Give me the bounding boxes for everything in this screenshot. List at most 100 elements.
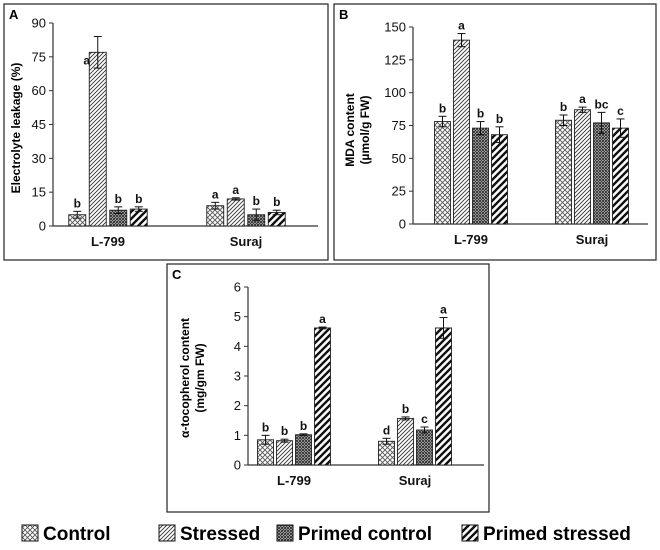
panel-b-y-ticks: 0 25 50 75 100 125 150 (384, 20, 413, 232)
panel-b-bar-l799-stressed (454, 40, 470, 224)
x-category-label: L-799 (91, 234, 125, 249)
panel-c-bar-l799-control-letter: b (262, 420, 269, 434)
y-tick-label: 100 (384, 85, 406, 100)
legend-entry-primed-stressed: Primed stressed (462, 524, 631, 545)
y-tick-label: 15 (32, 185, 46, 200)
panel-a-bar-l799-primed-control-letter: b (115, 192, 122, 206)
panel-c-bar-suraj-primed-control (417, 430, 433, 465)
panel-b-bar-l799-control (435, 122, 451, 224)
panel-c-y-label-line2: (mg/gm FW) (193, 343, 207, 412)
legend-label-stressed: Stressed (180, 524, 260, 545)
panel-c-y-label: α-tocopherol content (mg/gm FW) (178, 318, 207, 438)
y-tick-label: 75 (32, 49, 46, 64)
panel-c-y-label-line1: α-tocopherol content (178, 318, 192, 438)
y-tick-label: 3 (234, 369, 241, 384)
legend-entry-stressed: Stressed (159, 524, 260, 545)
y-tick-label: 0 (39, 219, 46, 234)
x-category-label: L-799 (454, 232, 488, 247)
legend-swatch-primed-stressed (462, 525, 478, 541)
panel-a-bar-suraj-control-letter: a (212, 187, 219, 201)
panel-c-bar-suraj-primed-stressed (436, 328, 452, 465)
panel-a-letter: A (9, 7, 19, 22)
y-tick-label: 0 (399, 217, 406, 232)
panel-b-bar-suraj-control (556, 120, 572, 224)
y-tick-label: 4 (234, 339, 241, 354)
panel-c-bar-l799-stressed-letter: b (281, 424, 288, 438)
panel-b-bar-l799-control-letter: b (439, 101, 446, 115)
x-category-label: L-799 (277, 473, 311, 488)
panel-b-letter: B (339, 7, 348, 22)
y-tick-label: 25 (392, 184, 406, 199)
x-category-label: Suraj (399, 473, 432, 488)
panel-b-y-label-line2: (µmol/g FW) (358, 96, 372, 165)
panel-b: B MDA content (µmol/g FW) 0 25 50 75 100 125 1… (334, 4, 656, 260)
y-tick-label: 125 (384, 52, 406, 67)
panel-a-bar-l799-stressed-letter: a (83, 53, 90, 67)
panel-c-letter: C (172, 267, 182, 282)
y-tick-label: 45 (32, 117, 46, 132)
panel-a-bar-l799-stressed (89, 52, 106, 226)
y-tick-label: 2 (234, 398, 241, 413)
panel-a-bar-suraj-stressed (227, 199, 244, 226)
legend-swatch-primed-control (277, 525, 293, 541)
panel-b-bar-suraj-control-letter: b (560, 100, 567, 114)
panel-c-bar-l799-primed-stressed-letter: a (319, 312, 326, 326)
panel-a-x-categories: L-799 Suraj (91, 234, 262, 249)
panel-a-bar-l799-primed-stressed-letter: b (135, 192, 142, 206)
legend-label-control: Control (43, 524, 111, 545)
panel-b-y-label: MDA content (µmol/g FW) (343, 93, 372, 167)
panel-c-bar-l799-stressed (277, 441, 293, 465)
panel-a-bar-suraj-primed-stressed-letter: b (273, 195, 280, 209)
panel-b-bar-suraj-primed-control (594, 123, 610, 224)
panel-b-bar-l799-primed-stressed (492, 135, 508, 224)
panel-c-bar-l799-primed-control (296, 435, 312, 465)
panel-c-bar-suraj-stressed-letter: b (402, 402, 409, 416)
panel-c-y-ticks: 0 1 2 3 4 5 6 (234, 280, 248, 473)
panel-c-bar-suraj-control-letter: d (383, 423, 390, 437)
panel-b-y-label-line1: MDA content (343, 93, 357, 167)
panel-b-bar-suraj-stressed-letter: a (579, 92, 586, 106)
panel-c-bar-l799-primed-control-letter: b (300, 419, 307, 433)
panel-c-bar-suraj-primed-stressed-letter: a (440, 303, 447, 317)
panel-a-y-ticks: 0 15 30 45 60 75 90 (32, 16, 53, 234)
panel-c-bar-suraj-control (379, 441, 395, 465)
legend-swatch-control (22, 525, 38, 541)
y-tick-label: 150 (384, 20, 406, 35)
x-category-label: Suraj (230, 234, 263, 249)
y-tick-label: 5 (234, 309, 241, 324)
panel-b-x-categories: L-799 Suraj (454, 232, 608, 247)
panel-b-bar-l799-stressed-letter: a (458, 19, 465, 33)
y-tick-label: 1 (234, 428, 241, 443)
legend-swatch-stressed (159, 525, 175, 541)
panel-b-bar-l799-primed-stressed-letter: b (496, 112, 503, 126)
panel-a: A Electrolyte leakage (%) 0153045607590 … (4, 4, 328, 260)
y-tick-label: 30 (32, 151, 46, 166)
panel-c-bar-suraj-primed-control-letter: c (421, 412, 428, 426)
y-tick-label: 90 (32, 16, 46, 31)
panel-c-x-categories: L-799 Suraj (277, 473, 431, 488)
y-tick-label: 60 (32, 83, 46, 98)
legend: Control Stressed Primed control Primed s… (22, 524, 631, 545)
panel-b-bar-suraj-primed-stressed-letter: c (617, 104, 624, 118)
legend-label-primed-stressed: Primed stressed (483, 524, 631, 545)
x-category-label: Suraj (576, 232, 609, 247)
panel-a-bar-l799-control-letter: b (74, 196, 81, 210)
panel-b-bar-suraj-primed-stressed (613, 128, 629, 224)
panel-a-bar-suraj-primed-control-letter: b (253, 194, 260, 208)
panel-a-bar-suraj-stressed-letter: a (232, 183, 239, 197)
legend-entry-control: Control (22, 524, 111, 545)
panel-b-bar-l799-primed-control (473, 128, 489, 224)
panel-b-bar-suraj-stressed (575, 110, 591, 224)
y-tick-label: 6 (234, 280, 241, 295)
legend-entry-primed-control: Primed control (277, 524, 432, 545)
panel-b-bar-l799-primed-control-letter: b (477, 107, 484, 121)
panel-c-bar-l799-primed-stressed (315, 328, 331, 465)
panel-c: C α-tocopherol content (mg/gm FW) 0 1 2 3 4 5… (167, 264, 489, 512)
legend-label-primed-control: Primed control (298, 524, 432, 545)
y-tick-label: 0 (234, 458, 241, 473)
figure: A Electrolyte leakage (%) 0153045607590 … (0, 0, 660, 550)
panel-a-y-label: Electrolyte leakage (%) (9, 63, 23, 194)
